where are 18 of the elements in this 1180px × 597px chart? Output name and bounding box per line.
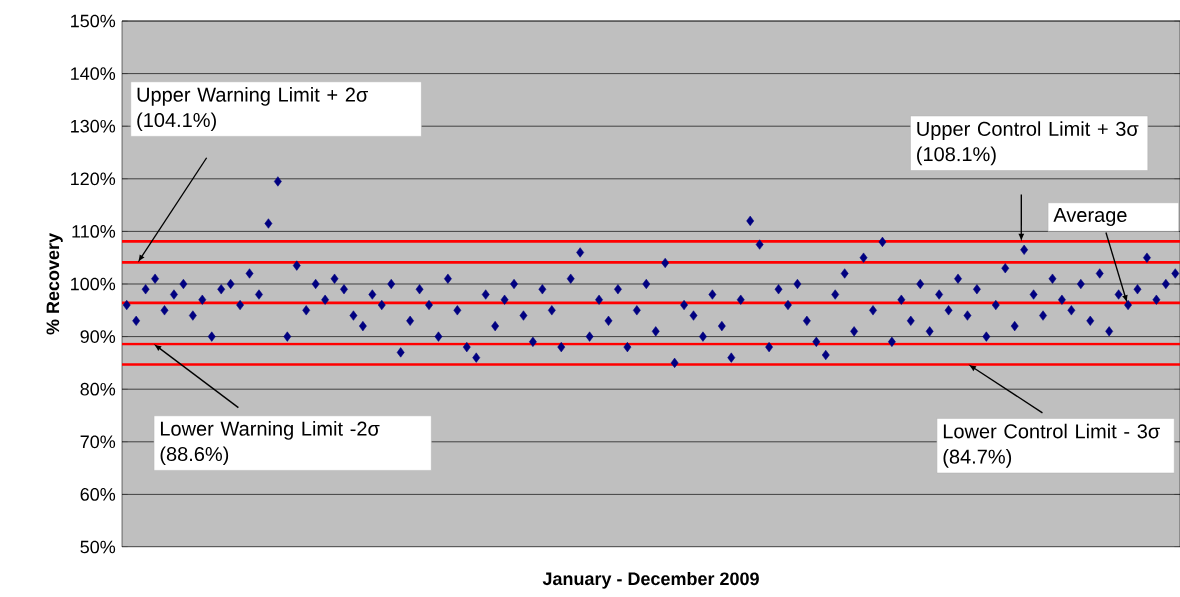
x-axis-title: January - December 2009 <box>542 571 759 589</box>
y-tick-label: 100% <box>71 277 116 291</box>
y-tick-label: 50% <box>80 540 116 554</box>
y-tick-label: 60% <box>80 488 116 501</box>
y-tick-label: 110% <box>72 225 116 238</box>
y-tick-label: 80% <box>80 382 116 396</box>
annotation: Average <box>1053 208 1127 226</box>
y-tick-label: 140% <box>71 67 116 80</box>
annotation: Lower Control Limit - 3σ (84.7%) <box>943 423 1160 468</box>
annotation: Upper Warning Limit + 2σ (104.1%) <box>137 87 368 132</box>
y-tick-label: 120% <box>71 172 116 186</box>
y-tick-label: 70% <box>80 435 116 449</box>
y-tick-label: 150% <box>71 14 116 28</box>
y-tick-label: 90% <box>80 330 116 343</box>
y-tick-label: 130% <box>71 119 116 133</box>
annotation: Lower Warning Limit -2σ (88.6%) <box>160 421 380 466</box>
y-axis-title: % Recovery <box>46 233 63 335</box>
annotation: Upper Control Limit + 3σ (108.1%) <box>917 121 1139 166</box>
